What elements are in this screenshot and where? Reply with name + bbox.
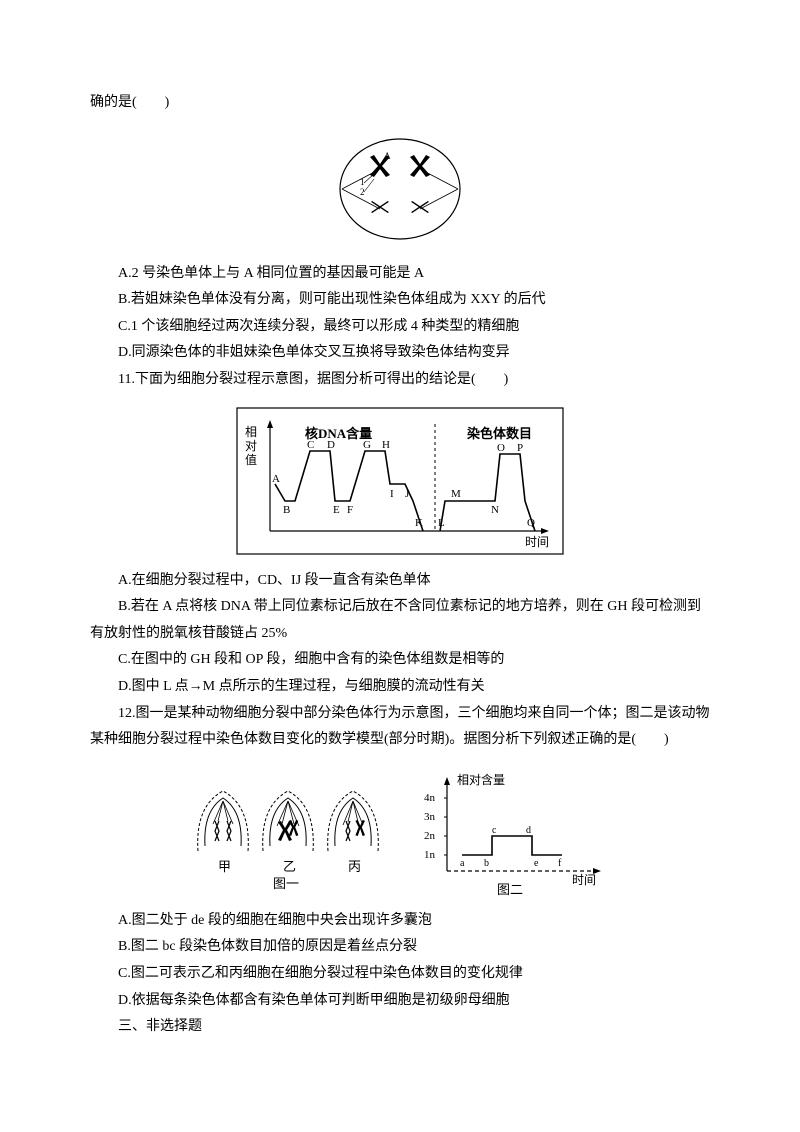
- section-3-heading: 三、非选择题: [90, 1014, 710, 1041]
- svg-text:J: J: [405, 488, 410, 500]
- q12-optA: A.图二处于 de 段的细胞在细胞中央会出现许多囊泡: [90, 908, 710, 935]
- q11-optB: B.若在 A 点将核 DNA 带上同位素标记后放在不含同位素标记的地方培养，则在…: [90, 594, 710, 647]
- svg-text:I: I: [390, 488, 394, 500]
- svg-text:c: c: [492, 825, 497, 836]
- svg-text:丙: 丙: [348, 859, 361, 874]
- svg-text:3n: 3n: [424, 811, 436, 823]
- svg-text:C: C: [307, 439, 314, 451]
- svg-text:e: e: [534, 858, 539, 869]
- svg-text:F: F: [347, 504, 353, 516]
- q12-figures: 甲 乙: [90, 766, 710, 896]
- svg-text:1: 1: [360, 177, 365, 187]
- q12-optB: B.图二 bc 段染色体数目加倍的原因是着丝点分裂: [90, 934, 710, 961]
- svg-text:相对含量: 相对含量: [457, 772, 505, 787]
- svg-text:D: D: [327, 439, 335, 451]
- q12-optD: D.依据每条染色体都含有染色单体可判断甲细胞是初级卵母细胞: [90, 988, 710, 1015]
- q10-figure: 1 2 A: [90, 129, 710, 249]
- q10-optA: A.2 号染色单体上与 A 相同位置的基因最可能是 A: [90, 261, 710, 288]
- svg-text:f: f: [558, 858, 562, 869]
- q11-optD: D.图中 L 点→M 点所示的生理过程，与细胞膜的流动性有关: [90, 674, 710, 701]
- svg-text:甲: 甲: [218, 859, 231, 874]
- svg-text:4n: 4n: [424, 792, 436, 804]
- svg-text:L: L: [438, 517, 445, 529]
- svg-text:A: A: [384, 151, 391, 161]
- svg-text:对: 对: [245, 439, 257, 453]
- q10-stem-cont: 确的是( ): [90, 90, 710, 117]
- svg-text:Q: Q: [527, 517, 535, 529]
- svg-text:a: a: [460, 858, 465, 869]
- q10-optD: D.同源染色体的非姐妹染色单体交叉互换将导致染色体结构变异: [90, 340, 710, 367]
- svg-text:图二: 图二: [497, 882, 523, 896]
- svg-text:B: B: [283, 504, 290, 516]
- svg-text:d: d: [526, 825, 531, 836]
- q11-optC: C.在图中的 GH 段和 OP 段，细胞中含有的染色体组数是相等的: [90, 647, 710, 674]
- svg-text:A: A: [272, 473, 280, 485]
- svg-text:图一: 图一: [273, 876, 299, 891]
- svg-text:2n: 2n: [424, 830, 436, 842]
- svg-text:E: E: [333, 504, 340, 516]
- q12-stem: 12.图一是某种动物细胞分裂中部分染色体行为示意图，三个细胞均来自同一个体；图二…: [90, 701, 710, 754]
- svg-text:2: 2: [360, 187, 365, 197]
- svg-text:时间: 时间: [572, 873, 596, 887]
- svg-text:M: M: [451, 488, 461, 500]
- q10-optC: C.1 个该细胞经过两次连续分裂，最终可以形成 4 种类型的精细胞: [90, 314, 710, 341]
- svg-text:H: H: [382, 439, 390, 451]
- svg-text:时间: 时间: [525, 535, 549, 549]
- q11-stem: 11.下面为细胞分裂过程示意图，据图分析可得出的结论是( ): [90, 367, 710, 394]
- q10-optB: B.若姐妹染色单体没有分离，则可能出现性染色体组成为 XXY 的后代: [90, 287, 710, 314]
- q12-optC: C.图二可表示乙和丙细胞在细胞分裂过程中染色体数目的变化规律: [90, 961, 710, 988]
- q11-optA: A.在细胞分裂过程中，CD、IJ 段一直含有染色单体: [90, 568, 710, 595]
- svg-text:相: 相: [245, 425, 257, 439]
- svg-text:1n: 1n: [424, 849, 436, 861]
- q11-figure: 相 对 值 核DNA含量 染色体数目 A B C D E F G H I J K: [90, 406, 710, 556]
- svg-text:乙: 乙: [283, 859, 296, 874]
- svg-text:N: N: [491, 504, 499, 516]
- svg-text:G: G: [363, 439, 371, 451]
- svg-text:O: O: [497, 442, 505, 454]
- svg-text:b: b: [484, 858, 489, 869]
- svg-text:K: K: [415, 517, 423, 529]
- svg-text:值: 值: [245, 452, 257, 467]
- svg-text:P: P: [517, 442, 523, 454]
- svg-text:染色体数目: 染色体数目: [466, 426, 532, 441]
